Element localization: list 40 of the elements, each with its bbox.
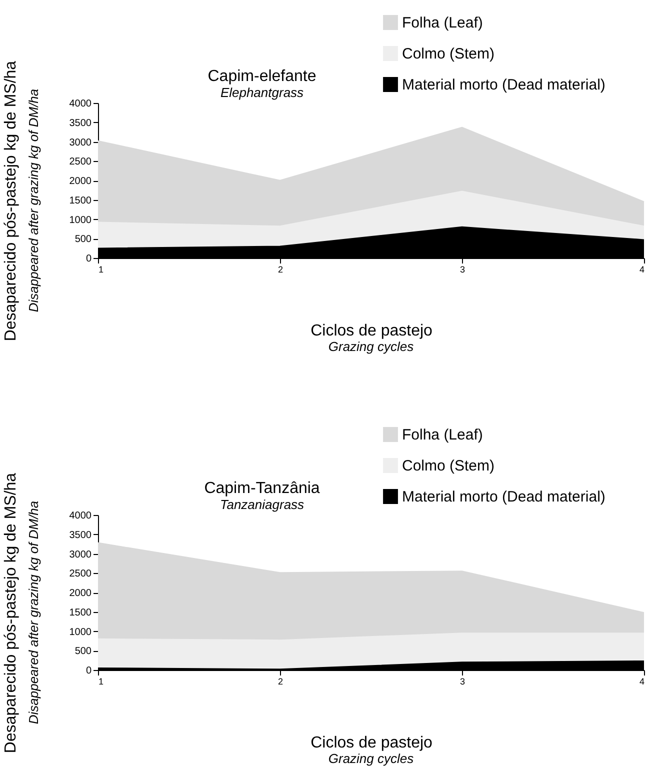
x-tick-label: 4 <box>639 676 644 686</box>
legend-label: Colmo (Stem) <box>402 46 495 62</box>
y-tick-label: 2000 <box>69 176 92 187</box>
y-tick-label: 500 <box>74 646 92 658</box>
legend-label: Colmo (Stem) <box>402 458 495 474</box>
y-tick-label: 4000 <box>69 510 92 522</box>
y-tick-label: 0 <box>86 666 92 676</box>
y-tick-label: 0 <box>86 254 92 264</box>
y-tick-label: 3500 <box>69 530 92 541</box>
text: Desaparecido pós-pastejo kg de MS/ha Disappeared after grazing kg of DM/ha <box>2 60 41 342</box>
y-tick-label: 500 <box>74 234 92 246</box>
y-tick-label: 2000 <box>69 588 92 599</box>
text: Ciclos de pastejo Grazing cycles <box>310 734 432 766</box>
y-tick-label: 1000 <box>69 214 92 226</box>
x-tick-label: 2 <box>278 676 284 686</box>
x-tick-label: 1 <box>98 264 104 274</box>
x-tick-label: 2 <box>278 264 284 274</box>
chart-title: Capim-elefante <box>208 68 316 85</box>
x-tick-label: 1 <box>98 676 104 686</box>
y-tick-label: 3000 <box>69 137 92 148</box>
legend-label: Folha (Leaf) <box>402 426 483 444</box>
y-tick-label: 4000 <box>69 98 92 110</box>
chart-subtitle: Tanzaniagrass <box>220 497 305 512</box>
legend-label: Material morto (Dead material) <box>402 76 606 94</box>
text: Desaparecido pós-pastejo kg de MS/ha Disappeared after grazing kg of DM/ha <box>2 472 41 754</box>
x-tick-label: 4 <box>639 264 644 274</box>
chart-subtitle: Elephantgrass <box>220 85 304 100</box>
legend-label: Material morto (Dead material) <box>402 488 606 506</box>
chart-title: Capim-Tanzânia <box>204 480 320 497</box>
y-tick-label: 1500 <box>69 607 92 618</box>
y-tick-label: 2500 <box>69 568 92 580</box>
x-tick-label: 3 <box>460 264 466 274</box>
y-tick-label: 1000 <box>69 626 92 638</box>
x-tick-label: 3 <box>460 676 466 686</box>
y-tick-label: 3500 <box>69 118 92 129</box>
y-tick-label: 2500 <box>69 156 92 168</box>
y-tick-label: 3000 <box>69 549 92 560</box>
y-tick-label: 1500 <box>69 195 92 206</box>
legend-label: Folha (Leaf) <box>402 14 483 32</box>
text: Ciclos de pastejo Grazing cycles <box>310 322 432 354</box>
